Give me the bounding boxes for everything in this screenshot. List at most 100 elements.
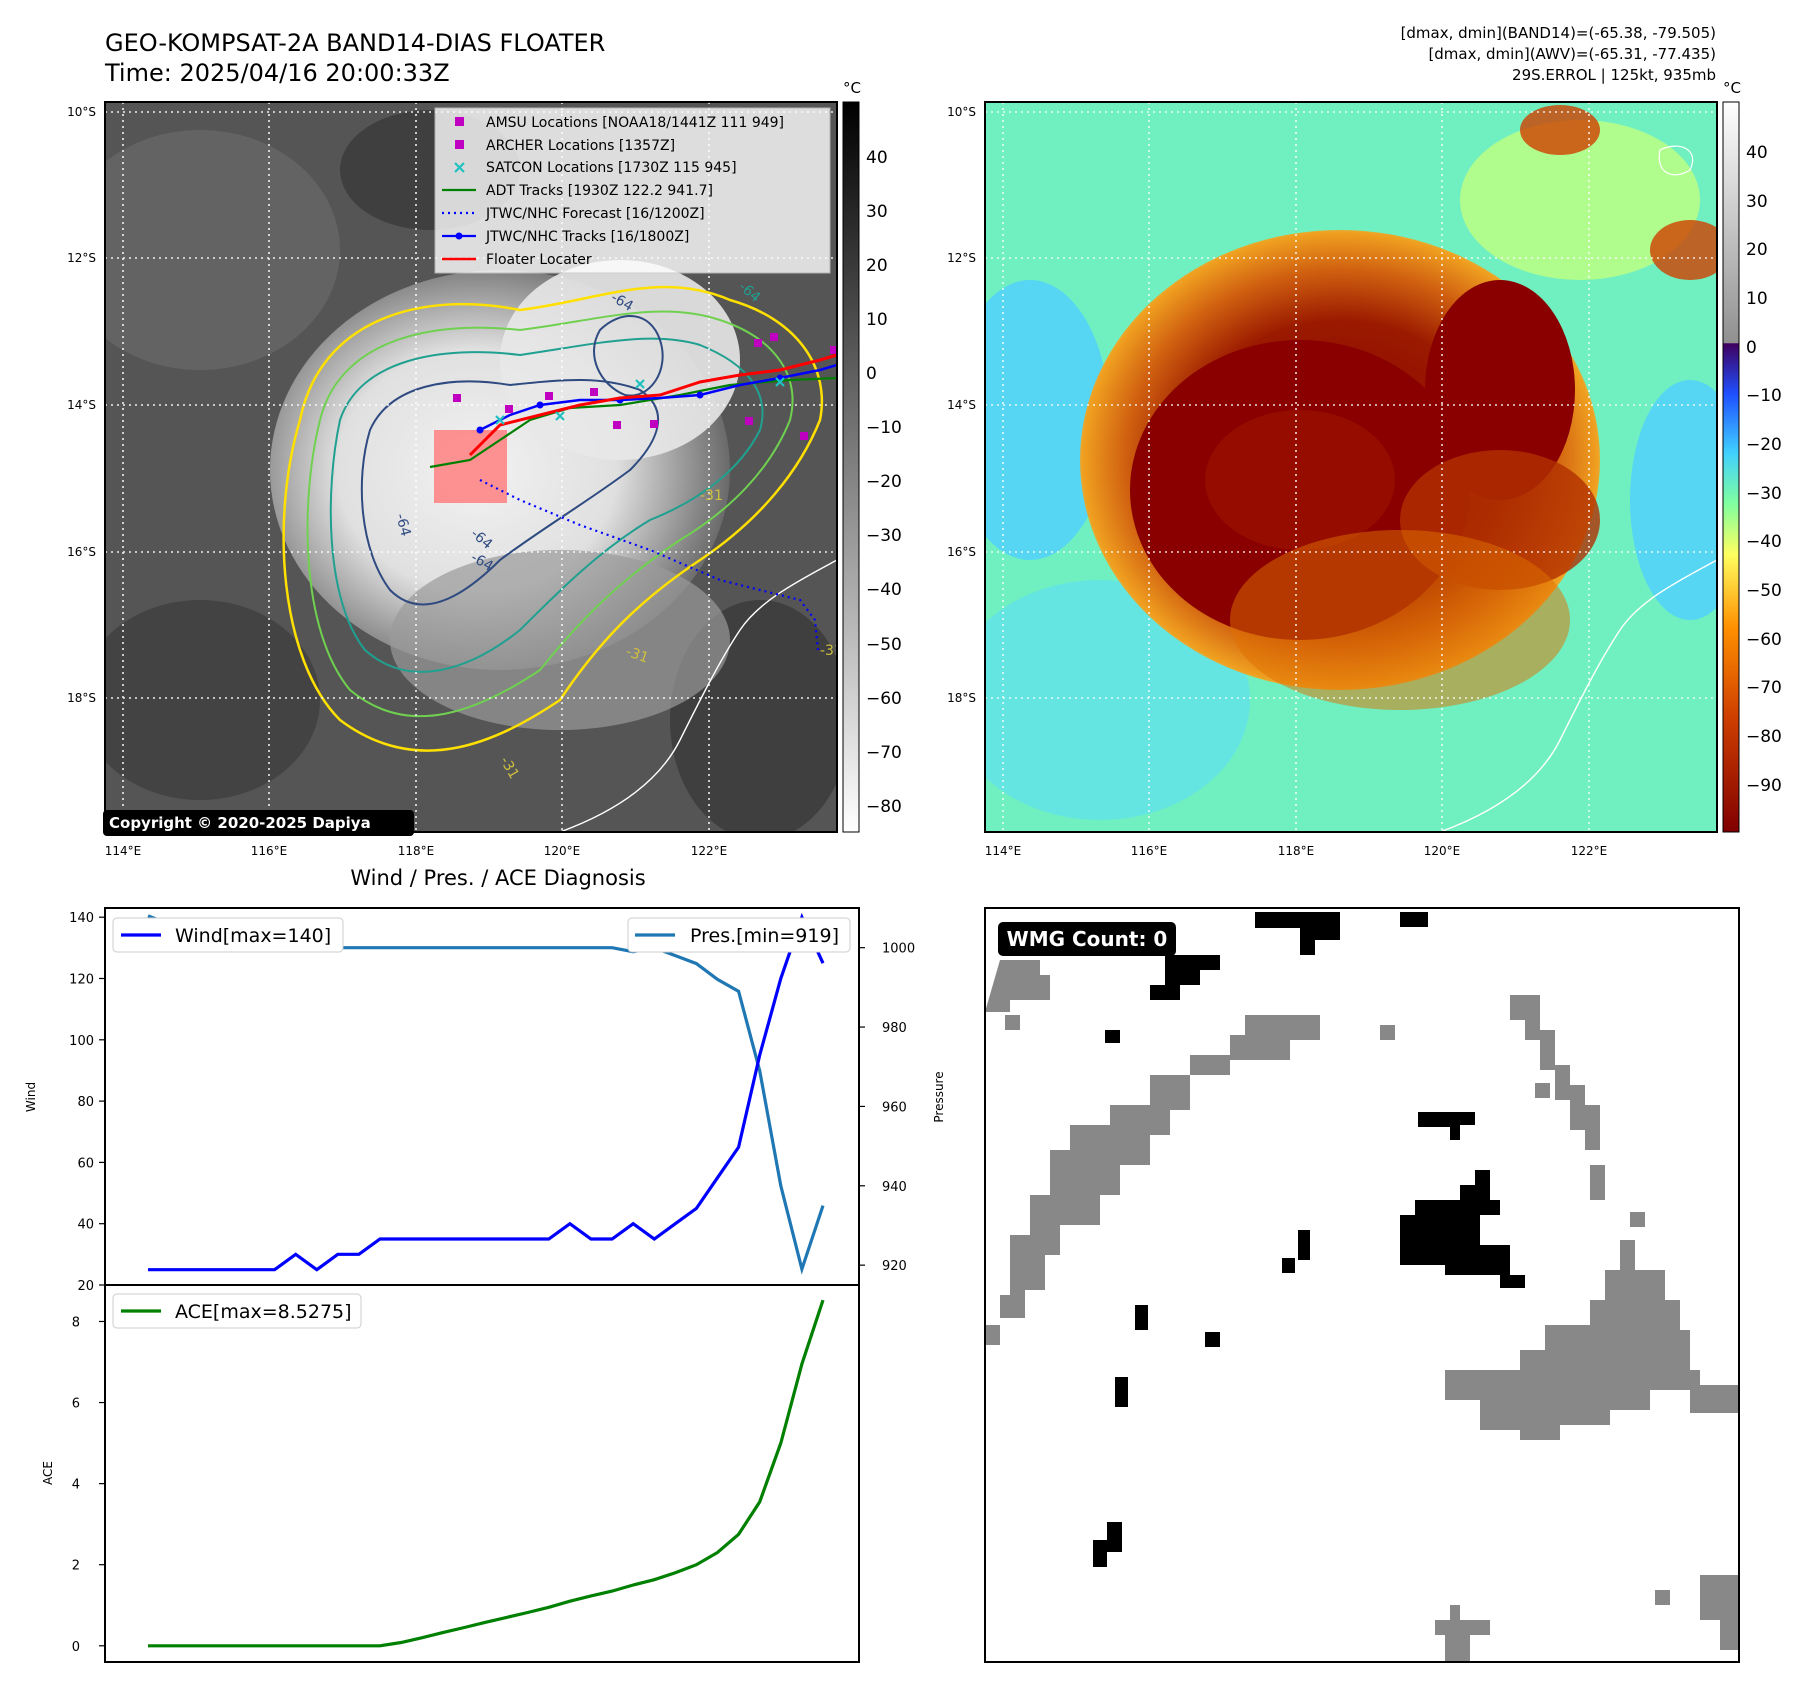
wmg-count-text: WMG Count: 0: [1007, 927, 1168, 951]
wind-ytick-label: 20: [77, 1279, 94, 1294]
pres-ytick-label: 960: [882, 1100, 907, 1115]
gray-cb-tick-m10: −10: [866, 418, 902, 438]
wind-ytick-label: 80: [77, 1095, 94, 1110]
legend-floater: Floater Locater: [486, 252, 592, 268]
info-line2: [dmax, dmin](AWV)=(-65.31, -77.435): [1428, 45, 1716, 63]
left-lon-label-116e: 116°E: [251, 844, 288, 858]
color-cb-tick-m20: −20: [1746, 435, 1782, 455]
figure-title-line2: Time: 2025/04/16 20:00:33Z: [104, 59, 450, 87]
gray-cb-tick-m20: −20: [866, 472, 902, 492]
legend-amsu-marker: [455, 117, 464, 126]
ace-ytick-label: 6: [72, 1397, 80, 1412]
color-ir-map: [984, 101, 1718, 833]
color-cb-tick-0: 0: [1746, 338, 1757, 358]
legend-amsu: AMSU Locations [NOAA18/1441Z 111 949]: [486, 115, 784, 131]
diagnosis-title: Wind / Pres. / ACE Diagnosis: [350, 866, 645, 890]
gray-cb-tick-40: 40: [866, 148, 888, 168]
contour-label-5: -31: [624, 644, 651, 667]
right-lat-label-10s: 10°S: [947, 105, 976, 119]
gray-cb-tick-m60: −60: [866, 689, 902, 709]
right-lat-label-12s: 12°S: [947, 251, 976, 265]
wind-ytick-label: 40: [77, 1218, 94, 1233]
right-lon-label-118e: 118°E: [1278, 844, 1315, 858]
color-cb-tick-40: 40: [1746, 143, 1768, 163]
color-cb-tick-10: 10: [1746, 289, 1768, 309]
wind-ytick-label: 120: [69, 972, 94, 987]
legend-adt: ADT Tracks [1930Z 122.2 941.7]: [486, 183, 713, 199]
pres-ytick-label: 980: [882, 1021, 907, 1036]
wmg-panel: WMG Count: 0: [984, 907, 1740, 1663]
legend-tracks-dot: [455, 232, 463, 240]
left-lat-label-16s: 16°S: [67, 545, 96, 559]
color-cb-tick-m60: −60: [1746, 630, 1782, 650]
right-lat-label-16s: 16°S: [947, 545, 976, 559]
color-cb-tick-m40: −40: [1746, 532, 1782, 552]
pres-ytick-label: 920: [882, 1259, 907, 1274]
color-cb-tick-20: 20: [1746, 240, 1768, 260]
color-cb-tick-m10: −10: [1746, 386, 1782, 406]
left-lat-label-18s: 18°S: [67, 691, 96, 705]
ace-ytick-label: 4: [72, 1478, 80, 1493]
right-lon-label-120e: 120°E: [1424, 844, 1461, 858]
info-line1: [dmax, dmin](BAND14)=(-65.38, -79.505): [1401, 24, 1716, 42]
left-lat-label-12s: 12°S: [67, 251, 96, 265]
pres-ytick-label: 1000: [882, 942, 915, 957]
color-colorbar-unit: °C: [1723, 79, 1741, 97]
left-lon-label-114e: 114°E: [105, 844, 142, 858]
pressure-axis-label: Pressure: [932, 1071, 946, 1122]
ace-ytick-label: 8: [72, 1315, 80, 1330]
left-lat-label-10s: 10°S: [67, 105, 96, 119]
color-cb-tick-m90: −90: [1746, 776, 1782, 796]
color-cb-tick-m30: −30: [1746, 484, 1782, 504]
gray-colorbar-unit: °C: [843, 79, 861, 97]
ace-y-ticks: 0 2 4 6 8: [72, 1315, 105, 1655]
color-colorbar: °C 40 30 20 10 0 −10 −20 −30 −40 −50 −60…: [1722, 79, 1782, 833]
gray-ir-map: -64 -64 -64 -31 -31 -31 -31 -64 -64 AMSU…: [103, 101, 843, 836]
gray-cb-tick-m40: −40: [866, 580, 902, 600]
gray-cb-tick-20: 20: [866, 256, 888, 276]
wind-ytick-label: 140: [69, 911, 94, 926]
gray-cb-tick-m80: −80: [866, 797, 902, 817]
contour-label-4: -31: [700, 488, 723, 504]
ace-series-line: [148, 1299, 825, 1648]
ace-ytick-label: 2: [72, 1559, 80, 1574]
color-cb-tick-m50: −50: [1746, 581, 1782, 601]
wind-legend-label: Wind[max=140]: [175, 925, 331, 947]
right-lat-label-14s: 14°S: [947, 398, 976, 412]
pres-legend-box: [627, 917, 851, 953]
gray-cb-tick-10: 10: [866, 310, 888, 330]
wind-y-ticks: 20 40 60 80 100 120 140: [69, 911, 105, 1294]
ace-axis-label: ACE: [41, 1461, 55, 1485]
wind-series-line: [148, 912, 825, 1272]
color-cb-tick-30: 30: [1746, 192, 1768, 212]
gray-colorbar: °C 40 30 20 10 0 −10 −20 −30 −40 −50 −60…: [842, 79, 902, 833]
info-line3: 29S.ERROL | 125kt, 935mb: [1512, 66, 1716, 84]
contour-label-7: -31: [820, 643, 843, 659]
right-lon-label-122e: 122°E: [1571, 844, 1608, 858]
legend-archer-marker: [455, 140, 464, 149]
ace-ytick-label: 0: [72, 1640, 80, 1655]
legend-forecast: JTWC/NHC Forecast [16/1200Z]: [485, 206, 705, 222]
color-cb-tick-m80: −80: [1746, 727, 1782, 747]
contour-label-2: -64: [392, 512, 413, 538]
gray-cb-tick-m30: −30: [866, 526, 902, 546]
gray-cb-tick-30: 30: [866, 202, 888, 222]
gray-cb-tick-m50: −50: [866, 635, 902, 655]
pressure-y-ticks: 920 940 960 980 1000: [859, 942, 915, 1274]
color-cb-tick-m70: −70: [1746, 678, 1782, 698]
wind-ytick-label: 60: [77, 1156, 94, 1171]
legend-archer: ARCHER Locations [1357Z]: [486, 138, 675, 154]
right-map-axes: 10°S 12°S 14°S 16°S 18°S 114°E 116°E 118…: [947, 105, 1607, 858]
pres-ytick-label: 940: [882, 1180, 907, 1195]
legend-tracks: JTWC/NHC Tracks [16/1800Z]: [485, 229, 689, 245]
wind-ytick-label: 100: [69, 1034, 94, 1049]
gray-cb-tick-0: 0: [866, 364, 877, 384]
legend-satcon-marker: [454, 162, 465, 173]
wind-pressure-panel: Wind Pressure 20 40 60 80 100 120 140 920 940 96…: [24, 907, 946, 1294]
ace-legend-box: [112, 1293, 362, 1329]
gray-cb-tick-m70: −70: [866, 743, 902, 763]
pres-legend-label: Pres.[min=919]: [690, 925, 839, 947]
map-legend: AMSU Locations [NOAA18/1441Z 111 949] AR…: [434, 107, 831, 274]
left-lon-label-122e: 122°E: [691, 844, 728, 858]
